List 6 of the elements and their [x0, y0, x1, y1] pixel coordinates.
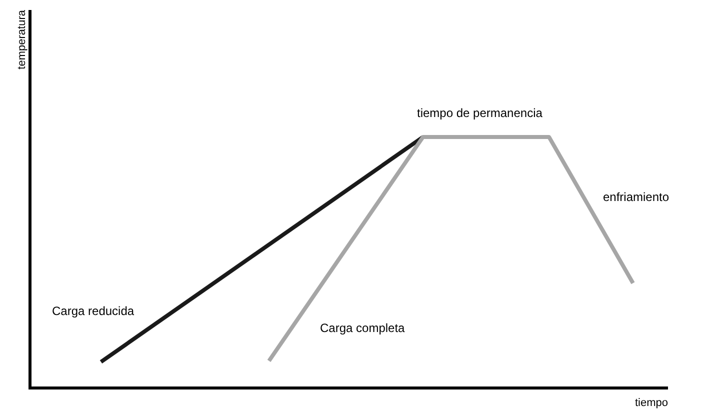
series-label: Carga completa [320, 320, 406, 335]
text: tiempo de permanencia [417, 106, 543, 120]
annotation: enfriamiento [603, 190, 670, 204]
text: temperatura [16, 9, 28, 70]
series-label: Carga reducida [52, 304, 134, 318]
x-axis-title: tiempo [634, 397, 668, 409]
